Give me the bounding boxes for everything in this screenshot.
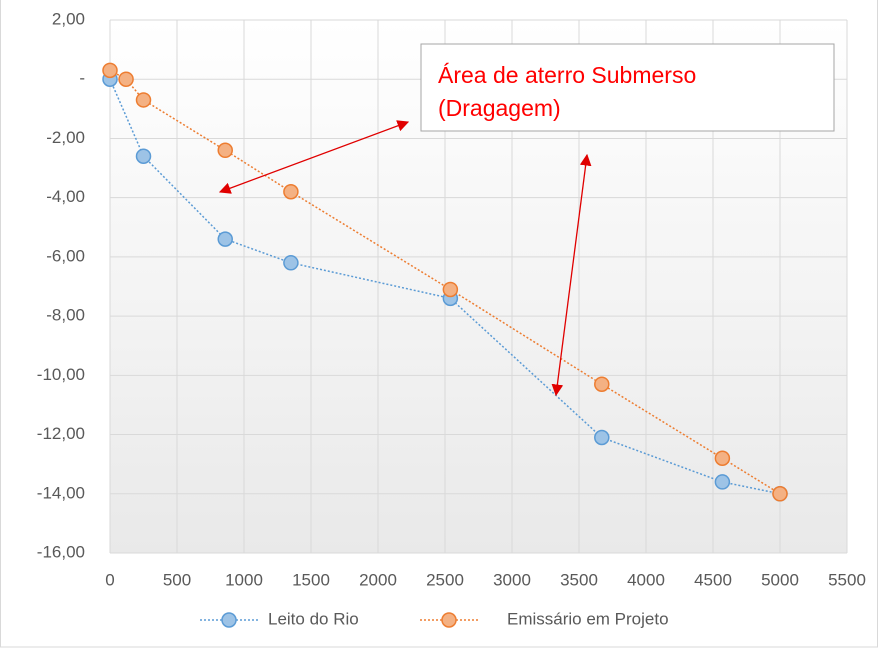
data-point — [118, 71, 134, 87]
arrow — [551, 153, 592, 397]
x-tick-label: 2000 — [359, 570, 397, 589]
y-tick-label: - — [79, 69, 85, 88]
x-tick-label: 2500 — [426, 570, 464, 589]
y-tick-label: -4,00 — [46, 187, 85, 206]
x-tick-label: 1000 — [225, 570, 263, 589]
data-point — [135, 148, 152, 164]
x-tick-label: 4500 — [694, 570, 732, 589]
x-tick-label: 5000 — [761, 570, 799, 589]
x-tick-label: 3000 — [493, 570, 531, 589]
x-tick-label: 1500 — [292, 570, 330, 589]
data-point — [714, 474, 731, 490]
x-tick-label: 0 — [105, 570, 114, 589]
x-tick-label: 500 — [163, 570, 191, 589]
data-point — [594, 376, 610, 392]
annotation: Área de aterro Submerso — [438, 62, 696, 88]
data-point — [772, 486, 788, 502]
y-tick-label: -14,00 — [37, 483, 85, 502]
annotation: (Dragagem) — [438, 95, 561, 121]
data-point — [135, 92, 152, 108]
data-point — [714, 450, 731, 466]
x-tick-label: 3500 — [560, 570, 598, 589]
legend-label: Leito do Rio — [268, 609, 359, 628]
y-tick-label: -10,00 — [37, 365, 85, 384]
y-tick-label: -2,00 — [46, 128, 85, 147]
legend-label: Emissário em Projeto — [507, 609, 669, 628]
data-point — [102, 62, 118, 79]
y-tick-label: -6,00 — [46, 246, 85, 265]
data-point — [283, 183, 299, 200]
x-tick-label: 4000 — [627, 570, 665, 589]
x-tick-label: 5500 — [828, 570, 866, 589]
data-point — [217, 142, 233, 159]
data-point — [217, 231, 233, 247]
y-tick-label: -8,00 — [46, 306, 85, 325]
annotation-box — [420, 43, 835, 132]
data-point — [594, 429, 610, 446]
data-point — [283, 255, 299, 271]
legend-marker — [441, 612, 457, 628]
arrow — [218, 120, 410, 194]
legend-marker — [221, 612, 237, 628]
y-tick-label: -16,00 — [37, 542, 85, 561]
y-tick-label: -12,00 — [37, 424, 85, 443]
y-tick-label: 2,00 — [52, 9, 85, 28]
data-point — [442, 281, 459, 298]
